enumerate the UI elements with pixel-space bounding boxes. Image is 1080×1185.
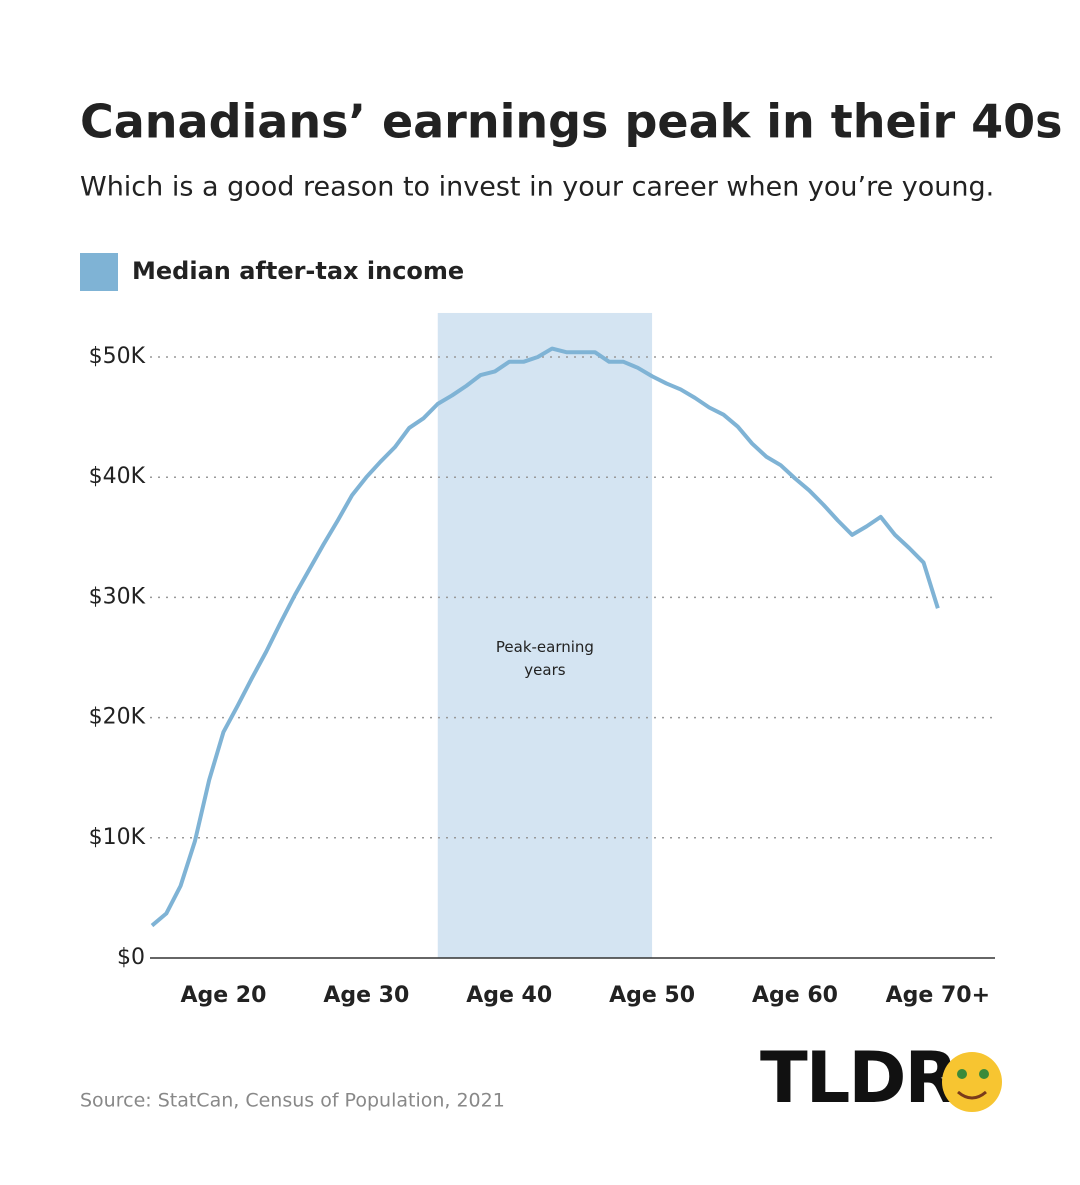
x-tick-label: Age 40 — [466, 983, 552, 1008]
x-tick-label: Age 30 — [323, 983, 409, 1008]
logo: TLDR — [760, 1037, 957, 1119]
chart-subtitle: Which is a good reason to invest in your… — [80, 172, 994, 203]
logo-emoji-eye — [957, 1069, 967, 1079]
x-tick-label: Age 70+ — [886, 983, 990, 1008]
y-tick-label: $10K — [89, 825, 146, 850]
source: Source: StatCan, Census of Population, 2… — [80, 1090, 505, 1112]
x-tick-label: Age 50 — [609, 983, 695, 1008]
annotation: Peak-earning years — [495, 638, 594, 679]
legend-swatch — [80, 253, 118, 291]
x-tick-label: Age 60 — [752, 983, 838, 1008]
x-tick-label: Age 20 — [180, 983, 266, 1008]
y-tick-label: $50K — [89, 344, 146, 369]
logo-emoji — [942, 1052, 1002, 1112]
y-tick-label: $20K — [89, 705, 146, 730]
y-tick-label: $40K — [89, 464, 146, 489]
highlight-band — [437, 312, 653, 959]
y-tick-label: $0 — [117, 945, 145, 970]
logo-emoji-mouth — [957, 1090, 987, 1100]
legend-label: Median after-tax income — [132, 257, 464, 285]
data-line — [150, 346, 940, 928]
chart-title: Canadians’ earnings peak in their 40s — [80, 95, 1063, 149]
logo-emoji-eye — [979, 1069, 989, 1079]
y-tick-label: $30K — [89, 584, 146, 609]
